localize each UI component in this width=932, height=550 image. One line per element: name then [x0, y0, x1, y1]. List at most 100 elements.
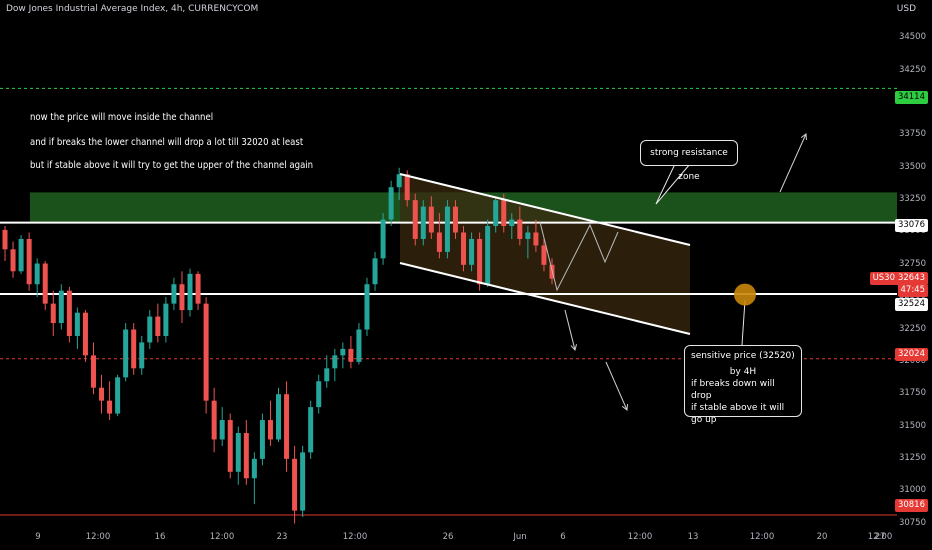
- green-level-tag: 34114: [894, 91, 928, 104]
- symbol-tag: US30: [869, 272, 898, 285]
- sensitive-line-4: if stable above it will go up: [691, 403, 785, 425]
- candle-body: [533, 232, 539, 246]
- candle-body: [485, 226, 491, 285]
- candle-body: [501, 200, 507, 227]
- candle-body: [123, 329, 129, 378]
- down-arrow-2: [605, 361, 628, 411]
- sensitive-callout-pointer: [741, 299, 746, 346]
- candle-body: [50, 303, 56, 324]
- channel-lower-line: [399, 262, 691, 335]
- resistance-callout[interactable]: strong resistance zone: [640, 140, 738, 182]
- candle-body: [155, 316, 161, 336]
- x-tick-label: 9: [35, 532, 41, 542]
- sensitive-price-callout[interactable]: sensitive price (32520) by 4H if breaks …: [684, 345, 802, 425]
- y-tick-label: 31250: [898, 452, 926, 463]
- candle-body: [235, 432, 241, 472]
- candle-body: [517, 219, 523, 239]
- sensitive-title: sensitive price (32520): [691, 351, 795, 361]
- sensitive-line-3: if breaks down will drop: [691, 379, 775, 401]
- candle-body: [42, 263, 48, 304]
- candle-body: [332, 355, 338, 369]
- candle-body: [340, 348, 346, 356]
- candle-body: [404, 174, 410, 201]
- projected-path: [539, 221, 619, 292]
- candle-body: [436, 232, 442, 252]
- analysis-note-1: now the price will move inside the chann…: [30, 112, 214, 123]
- candle-body: [211, 400, 217, 440]
- x-tick-label: 12:00: [867, 532, 893, 542]
- candle-body: [90, 355, 96, 388]
- up-arrow: [779, 133, 807, 193]
- y-tick-label: 34250: [898, 64, 926, 75]
- candle-body: [308, 407, 314, 453]
- candle-body: [2, 229, 8, 250]
- candle-body: [388, 187, 394, 220]
- candle-body: [364, 284, 370, 330]
- candle-body: [469, 238, 475, 265]
- candle-body: [243, 432, 249, 479]
- x-tick-label: 26: [442, 532, 454, 542]
- candle-body: [509, 219, 515, 227]
- y-tick-label: 31500: [898, 420, 926, 431]
- candle-body: [58, 290, 64, 324]
- y-tick-label: 31000: [898, 485, 926, 496]
- candle-body: [219, 420, 225, 440]
- up-arrow-head: [800, 133, 807, 141]
- candle-body: [163, 303, 169, 336]
- candle-body: [412, 200, 418, 239]
- candle-body: [493, 200, 499, 227]
- candle-body: [444, 206, 450, 252]
- candle-body: [107, 400, 113, 414]
- candle-body: [541, 245, 547, 265]
- y-tick-label: 30750: [898, 517, 926, 528]
- x-tick-label: 12:00: [749, 532, 775, 542]
- candle-body: [292, 458, 298, 511]
- currency-label: USD: [896, 4, 916, 14]
- candle-body: [259, 420, 265, 459]
- candle-body: [187, 273, 193, 311]
- x-tick-label: 20: [816, 532, 828, 542]
- candle-body: [267, 420, 273, 440]
- candle-body: [139, 342, 145, 369]
- chart-title: Dow Jones Industrial Average Index, 4h, …: [6, 4, 259, 14]
- candle-body: [284, 394, 290, 459]
- candle-body: [276, 394, 281, 440]
- x-tick-label: 16: [154, 532, 166, 542]
- candle-body: [428, 206, 434, 233]
- down-arrow-1-head: [570, 344, 577, 352]
- x-tick-label: 12:00: [342, 532, 368, 542]
- channel-upper-line: [399, 173, 691, 246]
- x-tick-label: 12:00: [85, 532, 111, 542]
- last-price-tag: 32643: [894, 272, 928, 285]
- y-tick-label: 32250: [898, 323, 926, 334]
- candle-body: [171, 284, 177, 304]
- candle-body: [74, 312, 80, 336]
- candle-body: [66, 290, 72, 336]
- candle-body: [420, 206, 426, 239]
- candle-body: [131, 329, 137, 369]
- x-tick-label: 23: [276, 532, 288, 542]
- y-tick-label: 33250: [898, 194, 926, 205]
- candle-body: [203, 303, 209, 401]
- candle-body: [99, 387, 105, 401]
- candle-body: [195, 273, 201, 304]
- y-tick-label: 32750: [898, 258, 926, 269]
- candle-body: [372, 258, 378, 285]
- resistance-level-tag: 33076: [894, 219, 928, 232]
- candle-body: [34, 263, 40, 285]
- candle-body: [452, 206, 458, 233]
- red-low-level-tag: 30816: [894, 499, 928, 512]
- x-tick-label: 6: [560, 532, 566, 542]
- candle-body: [525, 232, 531, 239]
- candle-body: [115, 377, 121, 414]
- candle-body: [380, 219, 386, 259]
- x-tick-label: 12:00: [209, 532, 235, 542]
- sensitive-price-marker: [734, 283, 756, 306]
- candle-body: [227, 420, 233, 472]
- candle-body: [461, 232, 467, 265]
- candle-body: [356, 329, 362, 362]
- candle-body: [82, 312, 88, 356]
- candle-body: [300, 452, 306, 511]
- resistance-callout-text: strong resistance zone: [650, 148, 728, 182]
